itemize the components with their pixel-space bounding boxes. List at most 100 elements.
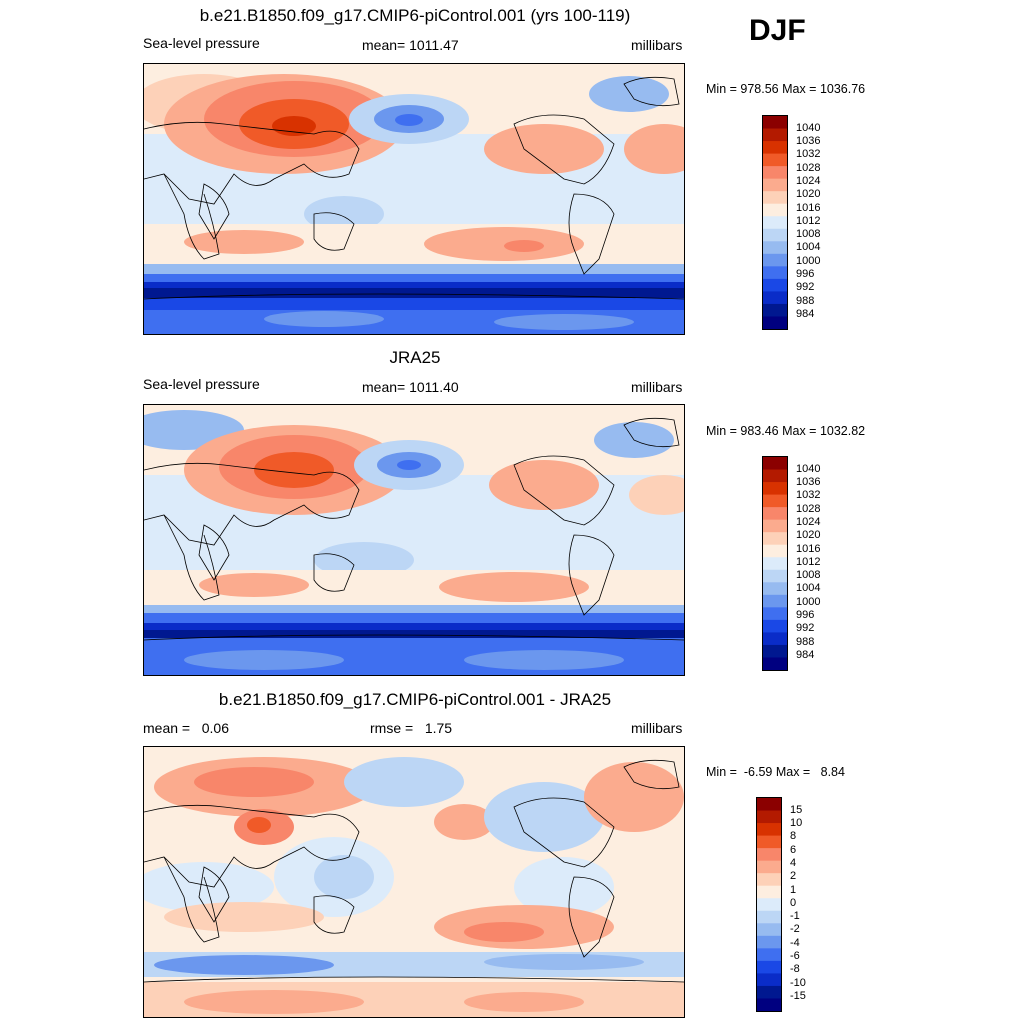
panel1-colorbar-box <box>762 115 788 330</box>
panel1-map <box>143 63 685 335</box>
colorbar-swatch <box>757 998 781 1011</box>
colorbar-swatch <box>763 482 787 496</box>
panel3-mean-label: mean = 0.06 <box>143 720 230 736</box>
panel1-cbar-label: 992 <box>796 281 815 293</box>
panel2-cbar-label: 996 <box>796 609 815 621</box>
panel3-colorbar: 15 10 8 6 4 2 1 0 -1 -2 -4 -6 -8 -10 -15 <box>756 797 806 1012</box>
colorbar-swatch <box>763 278 787 292</box>
panel2-map <box>143 404 685 676</box>
panel2-title: JRA25 <box>389 348 441 367</box>
colorbar-swatch <box>763 569 787 583</box>
panel3-rmse-label: rmse = 1.75 <box>370 720 453 736</box>
colorbar-swatch <box>763 607 787 621</box>
colorbar-swatch <box>763 619 787 633</box>
colorbar-swatch <box>763 303 787 317</box>
colorbar-swatch <box>757 948 781 962</box>
colorbar-swatch <box>763 657 787 670</box>
colorbar-swatch <box>763 178 787 192</box>
colorbar-swatch <box>763 644 787 658</box>
panel1-left-label: Sea-level pressure <box>143 35 260 51</box>
panel2-cbar-label: 992 <box>796 622 815 634</box>
colorbar-swatch <box>763 507 787 521</box>
panel3-cbar-label: 4 <box>790 857 797 869</box>
colorbar-swatch <box>763 457 787 471</box>
panel2-cbar-label: 988 <box>796 636 815 648</box>
colorbar-swatch <box>763 166 787 180</box>
panel2-minmax: Min = 983.46 Max = 1032.82 <box>706 424 866 438</box>
panel1-title: b.e21.B1850.f09_g17.CMIP6-piControl.001 … <box>199 6 631 25</box>
colorbar-swatch <box>757 898 781 912</box>
colorbar-swatch <box>757 960 781 974</box>
panel3-colorbar-svg <box>757 798 781 1011</box>
panel1-cbar-label: 1032 <box>796 148 821 160</box>
panel2-colorbar-svg <box>763 457 787 670</box>
panel2-left-label: Sea-level pressure <box>143 376 260 392</box>
colorbar-swatch <box>763 253 787 267</box>
panel3-colorbar-box <box>756 797 782 1012</box>
colorbar-swatch <box>763 228 787 242</box>
panel2-cbar-label: 1004 <box>796 582 821 594</box>
panel2-cbar-label: 1040 <box>796 463 821 475</box>
panel1-colorbar-svg <box>763 116 787 329</box>
panel2-cbar-label: 1012 <box>796 556 821 568</box>
colorbar-swatch <box>763 128 787 142</box>
panel2-colorbar: 1040 1036 1032 1028 1024 1020 1016 1012 … <box>762 456 820 671</box>
colorbar-swatch <box>763 469 787 483</box>
panel1-cbar-label: 1020 <box>796 188 821 200</box>
colorbar-swatch <box>757 985 781 999</box>
colorbar-swatch <box>757 885 781 899</box>
colorbar-swatch <box>763 141 787 155</box>
colorbar-swatch <box>763 316 787 329</box>
panel3-cbar-label: 0 <box>790 897 797 909</box>
panel3-cbar-label: -15 <box>790 990 806 1002</box>
colorbar-swatch <box>757 973 781 987</box>
panel1-mean-label: mean= 1011.47 <box>362 37 459 53</box>
colorbar-swatch <box>763 632 787 646</box>
panel1-cbar-label: 1040 <box>796 122 821 134</box>
panel1-cbar-label: 988 <box>796 295 815 307</box>
panel3-cbar-label: -10 <box>790 977 806 989</box>
colorbar-swatch <box>763 519 787 533</box>
panel3-title: b.e21.B1850.f09_g17.CMIP6-piControl.001 … <box>218 690 612 709</box>
panel2-cbar-label: 1028 <box>796 503 821 515</box>
colorbar-swatch <box>763 116 787 130</box>
colorbar-swatch <box>757 910 781 924</box>
colorbar-swatch <box>763 291 787 305</box>
panel2-cbar-label: 1008 <box>796 569 821 581</box>
panel2-cbar-label: 1024 <box>796 516 821 528</box>
panel2-cbar-label: 984 <box>796 649 815 661</box>
season-label: DJF <box>749 14 806 47</box>
panel1-cbar-label: 996 <box>796 268 815 280</box>
colorbar-swatch <box>763 203 787 217</box>
panel2-cbar-label: 1036 <box>796 476 821 488</box>
panel1-cbar-label: 1016 <box>796 202 821 214</box>
colorbar-swatch <box>757 798 781 812</box>
colorbar-swatch <box>763 557 787 571</box>
panel3-cbar-label: -6 <box>790 950 800 962</box>
panel3-minmax: Min = -6.59 Max = 8.84 <box>706 765 845 779</box>
panel3-cbar-label: 8 <box>790 830 797 842</box>
panel1-cbar-label: 1008 <box>796 228 821 240</box>
colorbar-swatch <box>763 494 787 508</box>
colorbar-swatch <box>757 810 781 824</box>
panel1-cbar-label: 1028 <box>796 162 821 174</box>
colorbar-swatch <box>757 848 781 862</box>
panel1-cbar-label: 1024 <box>796 175 821 187</box>
colorbar-swatch <box>763 191 787 205</box>
colorbar-swatch <box>763 532 787 546</box>
colorbar-swatch <box>763 266 787 280</box>
panel2-map-svg <box>144 405 684 675</box>
panel2-units-label: millibars <box>631 379 683 395</box>
panel2-mean-label: mean= 1011.40 <box>362 379 459 395</box>
colorbar-swatch <box>763 216 787 230</box>
panel3-map-svg <box>144 747 684 1017</box>
panel3-cbar-label: 1 <box>790 884 797 896</box>
panel3-cbar-label: 2 <box>790 870 797 882</box>
panel3-map <box>143 746 685 1018</box>
panel3-cbar-label: 10 <box>790 817 803 829</box>
panel2-cbar-label: 1000 <box>796 596 821 608</box>
panel1-units-label: millibars <box>631 37 683 53</box>
panel1-cbar-label: 1004 <box>796 241 821 253</box>
panel2-colorbar-box <box>762 456 788 671</box>
panel1-cbar-label: 984 <box>796 308 815 320</box>
